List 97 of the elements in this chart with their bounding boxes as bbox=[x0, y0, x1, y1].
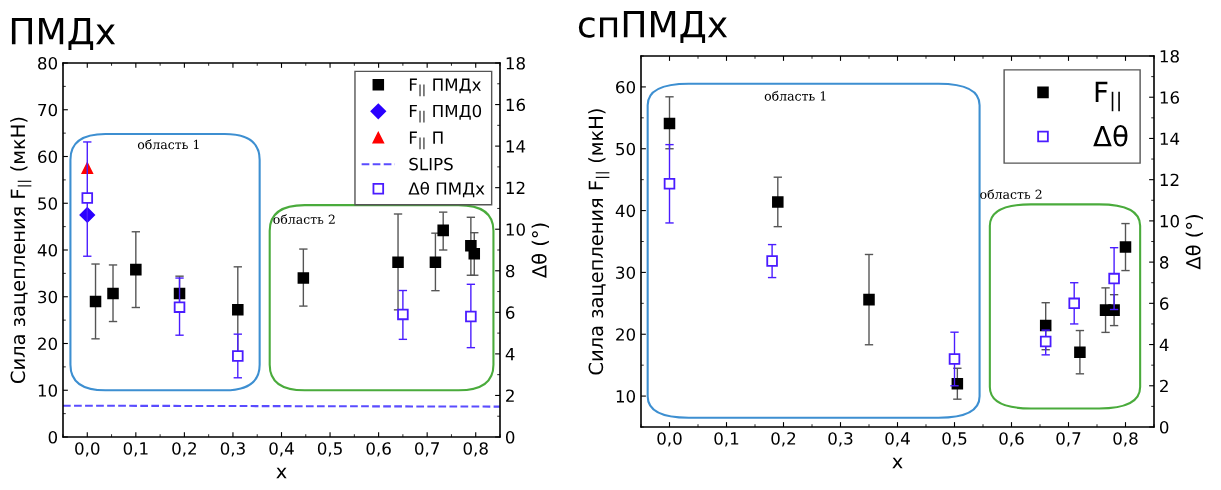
x-tick-label: 0,3 bbox=[220, 442, 245, 457]
y2-tick-label: 10 bbox=[1160, 214, 1179, 228]
y-tick-label: 40 bbox=[37, 243, 58, 257]
point bbox=[397, 308, 409, 321]
y2-tick-label: 10 bbox=[506, 223, 525, 236]
y-tick-label: 60 bbox=[616, 80, 636, 94]
point bbox=[107, 287, 119, 300]
annotation: область 2 bbox=[273, 214, 335, 224]
x-tick-label: 0,5 bbox=[942, 432, 967, 447]
x-tick-label: 0,5 bbox=[317, 442, 342, 457]
x-tick-label: 0,6 bbox=[999, 432, 1024, 447]
y-axis-title: Сила зацепления F$_{||}$ (мкН) bbox=[588, 109, 610, 375]
legend-label: Δθ ПМДx bbox=[408, 181, 485, 198]
x-tick-label: 0,1 bbox=[123, 442, 148, 457]
y2-tick-label: 4 bbox=[1159, 338, 1169, 351]
legend-label: F$_{||}$ ПМД0 bbox=[409, 104, 482, 123]
y2-tick-label: 14 bbox=[1160, 132, 1180, 145]
point bbox=[1074, 346, 1086, 358]
y2-tick-label: 18 bbox=[506, 56, 525, 70]
x-tick-label: 0,0 bbox=[657, 432, 682, 447]
point bbox=[130, 263, 142, 276]
y-tick-label: 20 bbox=[38, 337, 58, 351]
x-tick-label: 0,4 bbox=[269, 442, 294, 457]
y2-tick-label: 16 bbox=[506, 98, 526, 112]
point bbox=[465, 310, 477, 323]
x-tick-label: 0,2 bbox=[771, 432, 796, 447]
x-tick-label: 0,8 bbox=[463, 442, 488, 457]
y2-tick-label: 8 bbox=[505, 264, 515, 278]
point bbox=[1108, 272, 1120, 285]
point bbox=[1039, 335, 1052, 348]
x-tick-label: 0,7 bbox=[1056, 432, 1081, 447]
chart-title: ПМДx bbox=[11, 17, 116, 50]
legend-label: F$_{||}$ ПМДx bbox=[409, 78, 481, 97]
point bbox=[173, 301, 186, 313]
point bbox=[948, 353, 961, 365]
point bbox=[429, 256, 442, 268]
y2-tick-label: 0 bbox=[505, 430, 515, 444]
y-tick-label: 0 bbox=[48, 430, 58, 444]
y2-tick-label: 2 bbox=[1160, 379, 1168, 393]
y-tick-label: 50 bbox=[616, 142, 636, 156]
y-tick-label: 30 bbox=[616, 266, 636, 279]
point bbox=[437, 224, 449, 237]
point bbox=[392, 256, 404, 268]
point bbox=[663, 117, 676, 130]
point bbox=[1119, 241, 1132, 253]
y-tick-label: 50 bbox=[38, 197, 58, 210]
y2-tick-label: 4 bbox=[505, 348, 515, 361]
point bbox=[297, 272, 310, 284]
y2-axis-title: Δθ (°) bbox=[1185, 215, 1203, 270]
y2-tick-label: 6 bbox=[1160, 297, 1169, 310]
y2-tick-label: 16 bbox=[1160, 91, 1180, 104]
y2-tick-label: 8 bbox=[1159, 256, 1169, 269]
y-tick-label: 40 bbox=[615, 204, 636, 218]
y-tick-label: 80 bbox=[38, 56, 58, 70]
x-axis-title: x bbox=[276, 467, 287, 479]
y2-tick-label: 18 bbox=[1160, 49, 1179, 63]
point bbox=[772, 196, 784, 208]
x-tick-label: 0,8 bbox=[1113, 432, 1138, 447]
y-tick-label: 20 bbox=[616, 328, 636, 341]
y-tick-label: 10 bbox=[616, 390, 636, 403]
x-tick-label: 0,1 bbox=[714, 432, 739, 447]
x-tick-label: 0,4 bbox=[885, 432, 910, 447]
point bbox=[89, 295, 102, 308]
legend-label: Δθ bbox=[1093, 124, 1128, 147]
y-tick-label: 70 bbox=[38, 103, 58, 117]
legend-label: F$_{||}$ bbox=[1095, 81, 1120, 112]
y-axis-title: Сила зацепления F$_{||}$ (мкН) bbox=[10, 117, 32, 383]
point bbox=[1068, 297, 1080, 310]
y2-tick-label: 2 bbox=[506, 389, 514, 402]
point bbox=[232, 350, 244, 362]
point bbox=[766, 255, 778, 267]
point bbox=[663, 178, 676, 190]
y2-tick-label: 12 bbox=[1160, 173, 1179, 186]
y-tick-label: 60 bbox=[38, 150, 58, 164]
x-tick-label: 0,0 bbox=[75, 442, 100, 457]
legend-label: SLIPS bbox=[409, 157, 453, 171]
y2-tick-label: 6 bbox=[506, 306, 515, 319]
legend-label: F$_{||}$ П bbox=[409, 131, 443, 150]
y2-tick-label: 14 bbox=[506, 140, 526, 153]
x-axis-title: x bbox=[892, 457, 903, 469]
annotation: область 1 bbox=[137, 139, 199, 150]
point bbox=[468, 247, 481, 260]
y2-tick-label: 12 bbox=[506, 181, 525, 194]
y2-axis-title: Δθ (°) bbox=[531, 223, 549, 278]
x-tick-label: 0,7 bbox=[415, 442, 439, 457]
y-tick-label: 30 bbox=[38, 290, 58, 304]
point bbox=[81, 192, 94, 204]
point bbox=[863, 293, 875, 306]
x-tick-label: 0,3 bbox=[828, 432, 853, 447]
y-tick-label: 10 bbox=[38, 384, 58, 397]
point bbox=[232, 304, 244, 316]
chart-title: спПМДx bbox=[578, 11, 728, 44]
x-tick-label: 0,2 bbox=[172, 442, 196, 457]
annotation: область 1 bbox=[764, 90, 826, 101]
x-tick-label: 0,6 bbox=[366, 442, 391, 457]
y2-tick-label: 0 bbox=[1159, 420, 1169, 434]
annotation: область 2 bbox=[980, 189, 1042, 200]
